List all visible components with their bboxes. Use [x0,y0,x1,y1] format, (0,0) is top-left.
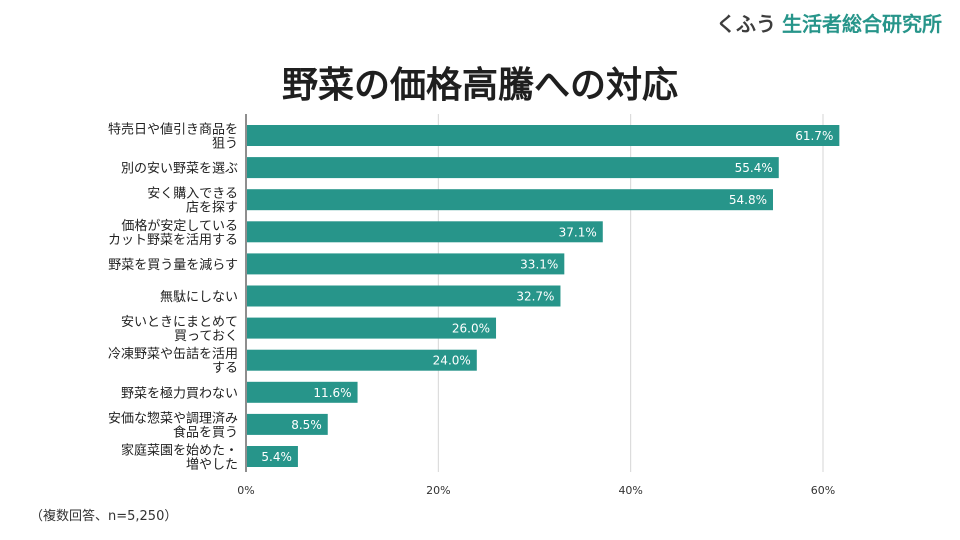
category-label: 野菜を極力買わない [121,385,238,401]
bar [247,189,773,211]
bar-value-label: 5.4% [261,450,292,464]
bar [247,125,840,146]
bar [247,221,603,243]
bar-value-label: 26.0% [452,322,490,336]
x-tick-label: 60% [811,484,835,497]
chart-title: 野菜の価格高騰への対応 [281,65,678,106]
bar [247,317,497,339]
bar-value-label: 11.6% [313,386,351,400]
bar [247,446,298,467]
logo-kufu: くふう [716,12,776,36]
category-label: 野菜を買う量を減らす [108,257,238,273]
bar-value-label: 8.5% [291,418,322,432]
bar-value-label: 33.1% [520,257,558,271]
bar-value-label: 24.0% [433,354,471,368]
category-label: 価格が安定しているカット野菜を活用する [108,218,238,248]
bar-value-label: 54.8% [729,193,767,207]
bar-value-label: 61.7% [795,129,833,143]
bar [247,157,779,179]
category-label: 家庭菜園を始めた・増やした [121,443,238,473]
category-label: 安いときにまとめて買っておく [121,315,238,344]
category-label: 冷凍野菜や缶詰を活用する [108,346,238,376]
footnote: （複数回答、n=5,250） [30,509,178,524]
category-label: 別の安い野菜を選ぶ [121,162,238,177]
x-tick-label: 0% [237,484,254,497]
bar [247,349,477,371]
category-label: 特売日や値引き商品を狙う [108,122,238,152]
bar [247,253,565,275]
bar-value-label: 37.1% [559,225,597,239]
bar [247,285,561,307]
bar [247,381,358,403]
bar-value-label: 32.7% [516,290,554,304]
x-tick-label: 40% [618,484,642,497]
bar [247,413,328,435]
category-label: 安く購入できる店を探す [147,187,238,216]
bar-value-label: 55.4% [735,161,773,175]
brand-logo: くふう 生活者総合研究所 [716,8,942,37]
logo-institute: 生活者総合研究所 [782,12,942,36]
category-label: 安価な惣菜や調理済み食品を買う [108,410,238,440]
x-tick-label: 20% [426,484,450,497]
category-label: 無駄にしない [160,290,238,305]
